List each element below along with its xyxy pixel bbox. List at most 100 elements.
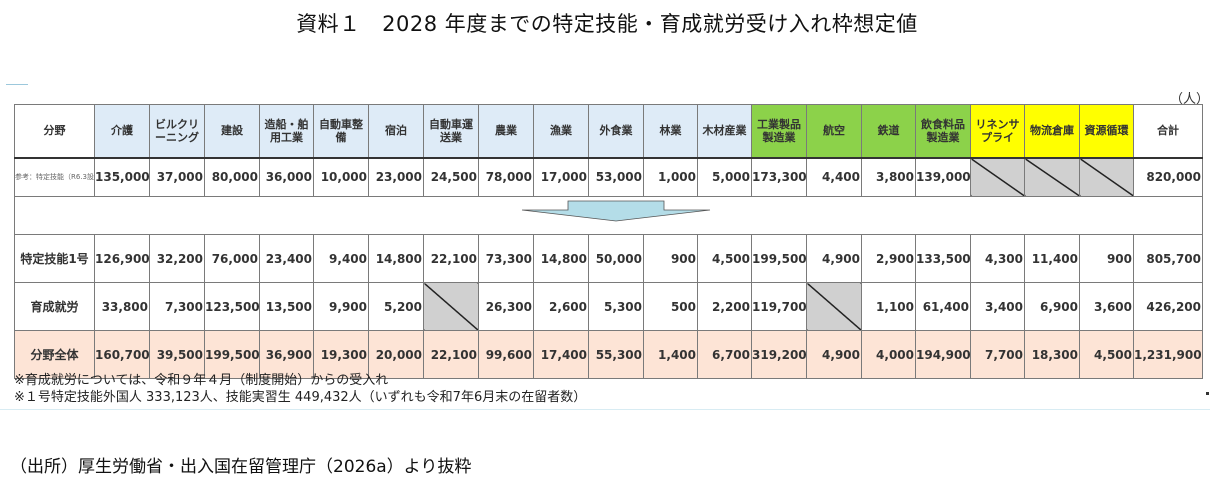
row-label: 育成就労 <box>14 282 95 331</box>
value-cell: 32,200 <box>149 234 205 283</box>
value-cell: 5,200 <box>368 282 424 331</box>
down-arrow-icon <box>521 200 711 222</box>
value-cell: 9,900 <box>313 282 369 331</box>
table-row: 育成就労 33,800 7,300 123,500 13,500 9,900 5,200 26… <box>14 282 1203 331</box>
table-row: 分野全体 160,700 39,500 199,500 36,900 19,300 20,0… <box>14 330 1203 379</box>
value-cell: 26,300 <box>478 282 534 331</box>
value-cell: 18,300 <box>1024 330 1080 379</box>
value-cell: 5,000 <box>697 156 752 197</box>
value-cell: 17,000 <box>533 156 589 197</box>
value-cell: 4,300 <box>970 234 1025 283</box>
value-cell: 24,500 <box>423 156 479 197</box>
value-cell: 426,200 <box>1133 282 1203 331</box>
value-cell: 19,300 <box>313 330 369 379</box>
value-cell: 9,400 <box>313 234 369 283</box>
value-cell: 4,500 <box>697 234 752 283</box>
value-cell: 23,000 <box>368 156 424 197</box>
value-cell: 3,600 <box>1079 282 1134 331</box>
column-header: 漁業 <box>533 104 589 158</box>
value-cell: 55,300 <box>588 330 644 379</box>
column-header: 宿泊 <box>368 104 424 158</box>
column-header: ビルクリーニング <box>149 104 205 158</box>
value-cell: 80,000 <box>204 156 260 197</box>
value-cell: 194,900 <box>915 330 971 379</box>
not-applicable-cell <box>423 282 479 331</box>
value-cell: 10,000 <box>313 156 369 197</box>
value-cell: 4,900 <box>806 330 862 379</box>
source-citation: （出所）厚生労働省・出入国在留管理庁（2026a）より抜粋 <box>10 457 472 477</box>
divider <box>0 409 1210 410</box>
value-cell: 126,900 <box>94 234 150 283</box>
value-cell: 2,200 <box>697 282 752 331</box>
value-cell: 139,000 <box>915 156 971 197</box>
value-cell: 5,300 <box>588 282 644 331</box>
footnote: ※育成就労については、令和９年４月（制度開始）からの受入れ <box>14 373 389 388</box>
value-cell: 61,400 <box>915 282 971 331</box>
value-cell: 4,400 <box>806 156 862 197</box>
row-label: 特定技能1号 <box>14 234 95 283</box>
value-cell: 20,000 <box>368 330 424 379</box>
column-header: 介護 <box>94 104 150 158</box>
column-header: 建設 <box>204 104 260 158</box>
value-cell: 1,100 <box>861 282 916 331</box>
value-cell: 1,231,900 <box>1133 330 1203 379</box>
value-cell: 39,500 <box>149 330 205 379</box>
column-header: 航空 <box>806 104 862 158</box>
not-applicable-cell <box>1079 156 1134 197</box>
value-cell: 14,800 <box>533 234 589 283</box>
footnote: ※１号特定技能外国人 333,123人、技能実習生 449,432人（いずれも令… <box>14 390 587 405</box>
table-row: 特定技能1号 126,900 32,200 76,000 23,400 9,400 14,8… <box>14 234 1203 283</box>
column-header: 物流倉庫 <box>1024 104 1080 158</box>
value-cell: 123,500 <box>204 282 260 331</box>
value-cell: 73,300 <box>478 234 534 283</box>
footnotes: ※育成就労については、令和９年４月（制度開始）からの受入れ ※１号特定技能外国人… <box>14 372 586 406</box>
dot-mark <box>1206 392 1209 395</box>
value-cell: 78,000 <box>478 156 534 197</box>
value-cell: 2,900 <box>861 234 916 283</box>
document-title: 資料１ 2028 年度までの特定技能・育成就労受け入れ枠想定値 <box>296 12 918 36</box>
value-cell: 500 <box>643 282 698 331</box>
value-cell: 1,000 <box>643 156 698 197</box>
value-cell: 14,800 <box>368 234 424 283</box>
column-header: 自動車整備 <box>313 104 369 158</box>
value-cell: 37,000 <box>149 156 205 197</box>
value-cell: 6,900 <box>1024 282 1080 331</box>
corner-header: 分野 <box>14 104 95 158</box>
header-row: 分野 介護 ビルクリーニング 建設 造船・舶用工業 自動車整備 宿泊 自動車運送業 農業 漁業 外食… <box>14 104 1203 158</box>
value-cell: 3,400 <box>970 282 1025 331</box>
value-cell: 135,000 <box>94 156 150 197</box>
value-cell: 199,500 <box>751 234 807 283</box>
column-header: 農業 <box>478 104 534 158</box>
value-cell: 13,500 <box>259 282 314 331</box>
value-cell: 4,500 <box>1079 330 1134 379</box>
column-header: 造船・舶用工業 <box>259 104 314 158</box>
value-cell: 805,700 <box>1133 234 1203 283</box>
value-cell: 76,000 <box>204 234 260 283</box>
value-cell: 173,300 <box>751 156 807 197</box>
column-header: リネンサプライ <box>970 104 1025 158</box>
value-cell: 53,000 <box>588 156 644 197</box>
value-cell: 22,100 <box>423 234 479 283</box>
column-header: 資源循環 <box>1079 104 1134 158</box>
not-applicable-cell <box>806 282 862 331</box>
value-cell: 17,400 <box>533 330 589 379</box>
quota-table: 分野 介護 ビルクリーニング 建設 造船・舶用工業 自動車整備 宿泊 自動車運送業 農業 漁業 外食… <box>14 104 1203 379</box>
value-cell: 820,000 <box>1133 156 1203 197</box>
column-header: 合計 <box>1133 104 1203 158</box>
unit-label: （人） <box>1170 92 1210 107</box>
value-cell: 7,300 <box>149 282 205 331</box>
not-applicable-cell <box>1024 156 1080 197</box>
value-cell: 11,400 <box>1024 234 1080 283</box>
value-cell: 33,800 <box>94 282 150 331</box>
value-cell: 36,900 <box>259 330 314 379</box>
not-applicable-cell <box>970 156 1025 197</box>
value-cell: 900 <box>643 234 698 283</box>
column-header: 鉄道 <box>861 104 916 158</box>
value-cell: 2,600 <box>533 282 589 331</box>
value-cell: 22,100 <box>423 330 479 379</box>
column-header: 林業 <box>643 104 698 158</box>
value-cell: 160,700 <box>94 330 150 379</box>
row-label: 参考：特定技能（R6.3設定） <box>14 156 95 197</box>
value-cell: 7,700 <box>970 330 1025 379</box>
table-row: 参考：特定技能（R6.3設定）135,00037,00080,00036,000… <box>14 156 1203 197</box>
